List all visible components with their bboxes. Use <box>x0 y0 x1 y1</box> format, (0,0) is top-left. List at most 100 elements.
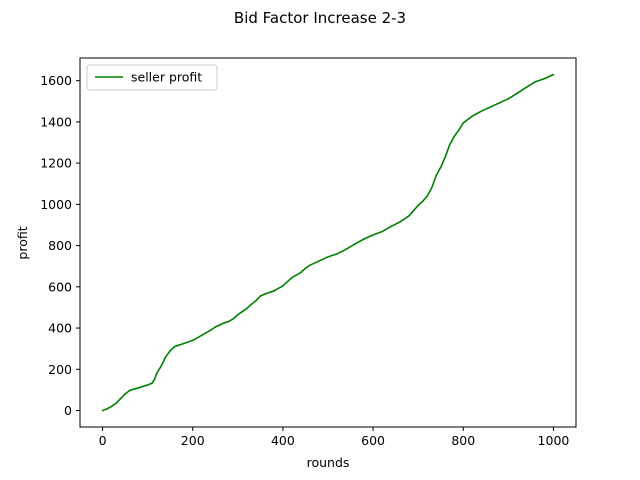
y-axis-label: profit <box>15 226 30 259</box>
x-axis-label: rounds <box>307 455 350 470</box>
data-point <box>250 303 253 306</box>
data-point <box>399 221 401 223</box>
y-tick-label: 600 <box>48 279 72 294</box>
data-point <box>255 300 257 302</box>
data-point <box>200 334 203 337</box>
data-point <box>291 276 293 279</box>
y-tick-label: 800 <box>48 238 72 253</box>
data-point <box>304 267 307 270</box>
data-point <box>534 80 537 83</box>
data-point <box>223 322 226 324</box>
data-point <box>241 310 244 313</box>
y-tick-label: 1200 <box>40 156 72 171</box>
data-point <box>498 102 501 104</box>
data-point <box>437 170 440 173</box>
data-point <box>155 372 158 375</box>
data-point <box>264 293 266 295</box>
data-point <box>345 248 347 251</box>
data-point <box>543 77 546 80</box>
y-tick-label: 0 <box>64 403 72 418</box>
legend: seller profit <box>86 64 218 91</box>
data-point <box>151 382 153 384</box>
data-point <box>273 290 275 292</box>
data-point <box>101 409 104 412</box>
data-point <box>119 397 122 400</box>
data-point <box>110 405 113 408</box>
data-point <box>300 271 302 274</box>
data-point <box>228 320 230 323</box>
x-tick-label: 200 <box>181 433 205 448</box>
data-point <box>363 238 365 240</box>
data-point <box>146 384 149 386</box>
data-point <box>408 214 410 217</box>
data-point <box>354 243 356 245</box>
legend-label-seller-profit: seller profit <box>131 70 202 85</box>
y-tick-label: 400 <box>48 321 72 336</box>
data-point <box>457 129 460 131</box>
data-point <box>106 408 108 410</box>
series-points <box>101 73 555 412</box>
data-point <box>191 339 194 342</box>
data-point <box>448 143 451 146</box>
x-axis-ticks: 0 200 400 600 800 1000 <box>99 427 570 448</box>
data-point <box>318 260 320 262</box>
data-point <box>218 324 221 326</box>
data-point <box>336 253 338 255</box>
data-point <box>471 115 474 117</box>
data-point <box>153 378 156 381</box>
data-point <box>462 122 465 124</box>
data-point <box>209 329 212 331</box>
data-point <box>421 200 424 203</box>
data-point <box>453 135 456 138</box>
data-point <box>214 326 217 328</box>
y-tick-label: 1600 <box>40 73 72 88</box>
y-tick-label: 1000 <box>40 197 72 212</box>
data-point <box>169 349 171 352</box>
legend-box <box>86 64 218 91</box>
data-point <box>444 156 447 158</box>
data-point <box>173 345 176 348</box>
data-point <box>282 284 284 287</box>
data-point <box>390 225 392 228</box>
data-point <box>430 187 433 189</box>
data-point <box>246 307 248 310</box>
data-point <box>435 174 438 177</box>
data-point <box>426 195 429 197</box>
data-point <box>525 86 528 89</box>
data-point <box>489 106 492 108</box>
data-point <box>507 98 510 100</box>
data-point <box>417 204 419 207</box>
data-point <box>115 402 117 405</box>
data-point <box>128 389 131 392</box>
data-point <box>327 256 329 258</box>
series-line-seller-profit <box>102 73 554 412</box>
y-tick-label: 200 <box>48 362 72 377</box>
data-point <box>381 230 383 233</box>
y-axis-ticks: 0 200 400 600 800 1000 1200 1400 1600 <box>40 73 80 418</box>
plot-area <box>79 57 577 428</box>
axes-frame <box>79 57 577 428</box>
data-point <box>309 264 311 266</box>
data-point <box>232 317 235 320</box>
data-point <box>164 356 167 358</box>
x-tick-label: 1000 <box>538 433 570 448</box>
data-point <box>178 344 180 346</box>
x-tick-label: 600 <box>361 433 385 448</box>
data-point <box>259 295 262 297</box>
data-point <box>480 110 483 112</box>
x-tick-label: 0 <box>99 433 107 448</box>
data-point <box>372 234 374 236</box>
x-tick-label: 400 <box>271 433 295 448</box>
data-point <box>133 388 135 390</box>
data-point <box>516 92 519 94</box>
chart-title: Bid Factor Increase 2-3 <box>234 9 406 27</box>
data-point <box>142 385 144 388</box>
data-point <box>552 73 555 76</box>
data-point <box>237 313 239 316</box>
data-point <box>182 342 185 345</box>
data-point <box>439 166 442 169</box>
data-point <box>137 387 140 389</box>
data-point <box>160 365 162 367</box>
x-tick-label: 800 <box>451 433 475 448</box>
